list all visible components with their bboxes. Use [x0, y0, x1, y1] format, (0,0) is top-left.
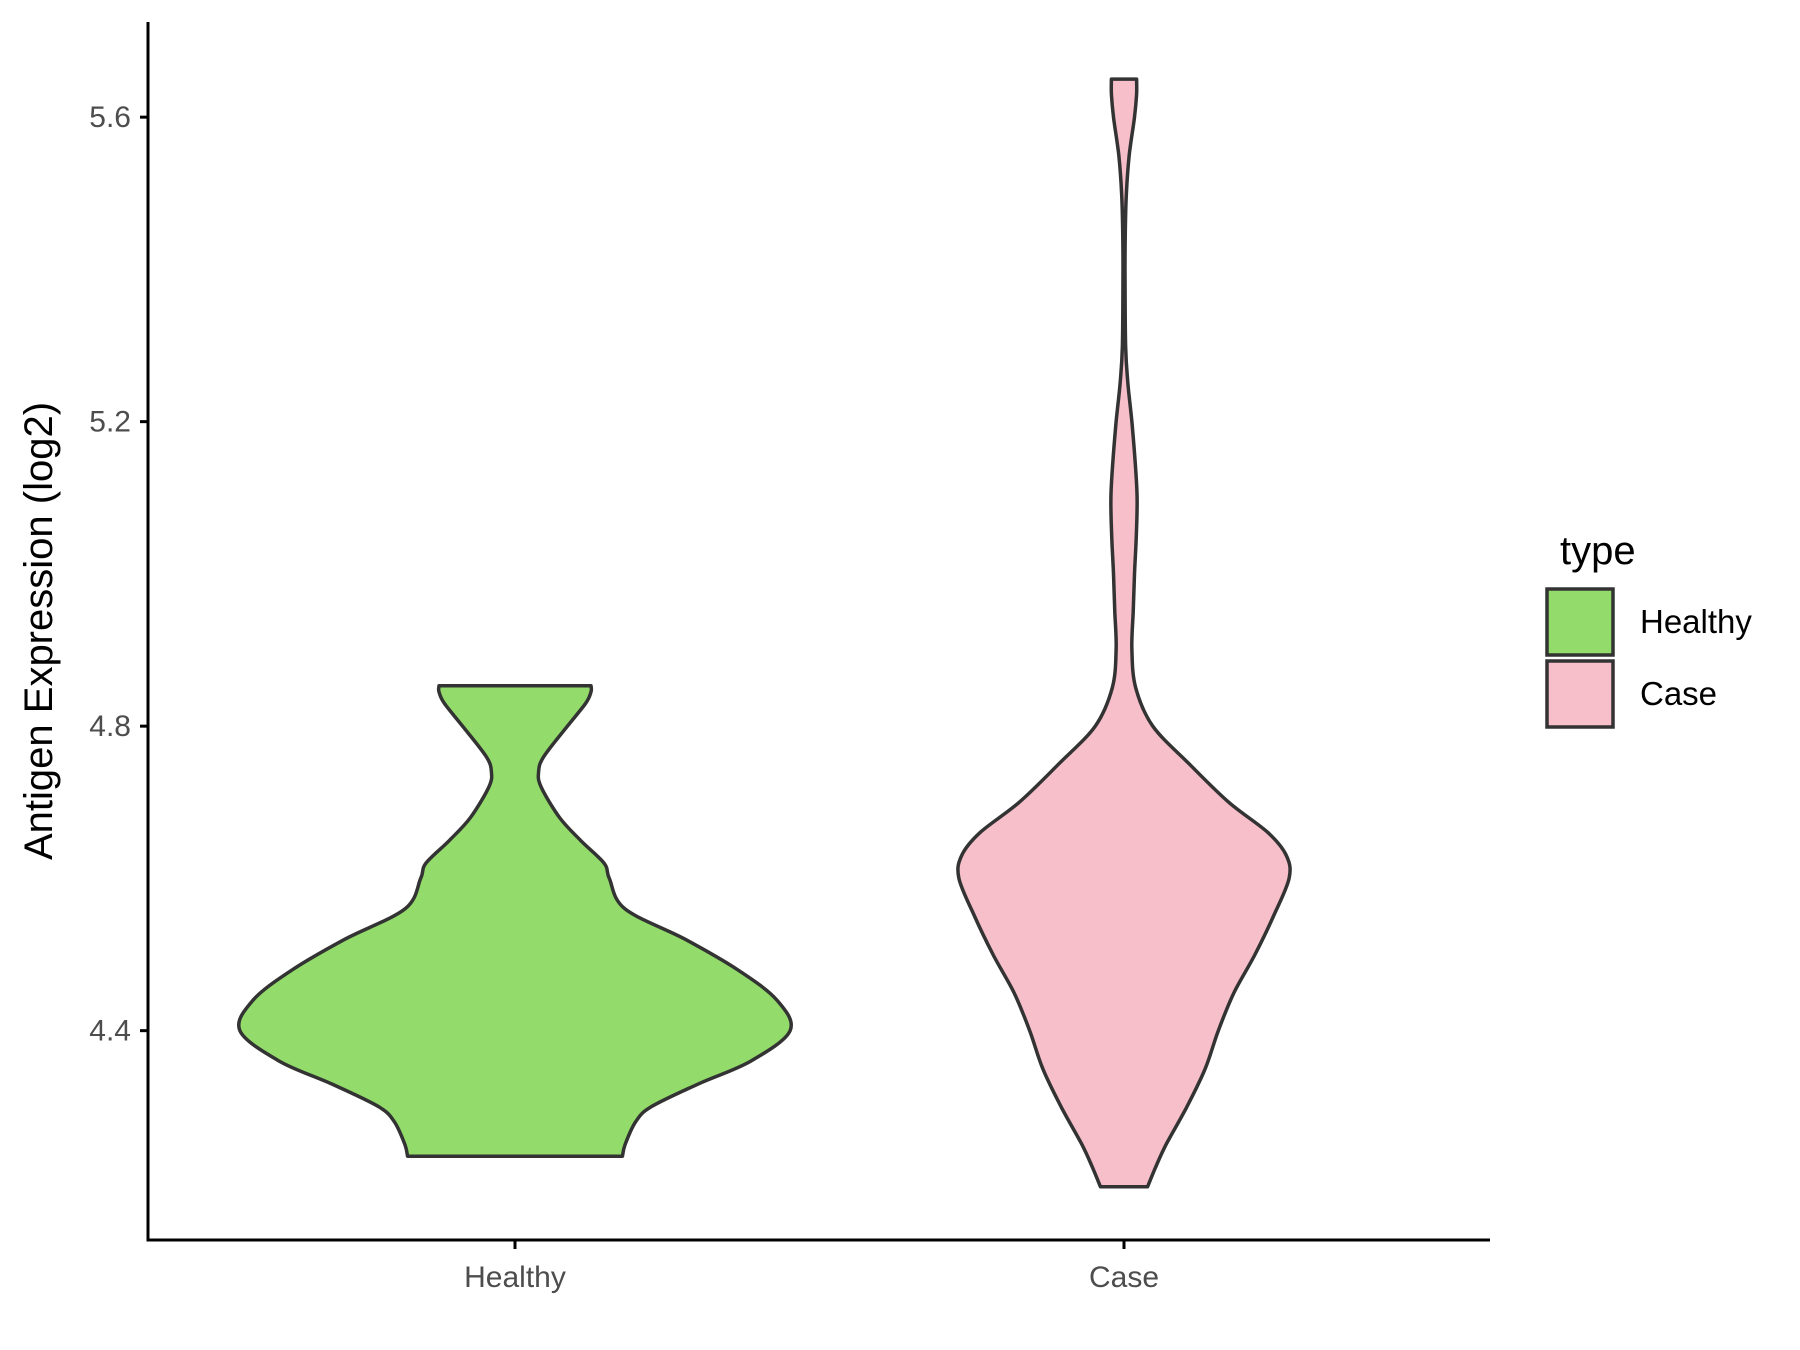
y-tick-label: 4.8	[89, 710, 131, 743]
y-tick-label: 4.4	[89, 1015, 131, 1048]
legend-items: Healthy Case	[1545, 587, 1752, 729]
y-tick-label: 5.2	[89, 406, 131, 439]
y-tick-label: 5.6	[89, 101, 131, 134]
axes: 4.4 4.8 5.2 5.6 Healthy Case	[89, 22, 1490, 1294]
violin-case	[956, 77, 1292, 1189]
y-axis-title: Antigen Expression (log2)	[17, 402, 61, 860]
legend-label: Case	[1640, 675, 1717, 712]
legend: type Healthy Case	[1545, 529, 1752, 729]
violin-layer	[237, 77, 1292, 1189]
x-ticks: Healthy Case	[464, 1240, 1159, 1294]
legend-label: Healthy	[1640, 603, 1752, 640]
legend-swatch	[1545, 659, 1615, 729]
legend-title: type	[1560, 529, 1636, 573]
legend-swatch	[1545, 587, 1615, 657]
x-tick-label: Case	[1089, 1261, 1159, 1294]
y-ticks: 4.4 4.8 5.2 5.6	[89, 101, 148, 1048]
violin-healthy	[237, 684, 793, 1159]
x-tick-label: Healthy	[464, 1261, 566, 1294]
